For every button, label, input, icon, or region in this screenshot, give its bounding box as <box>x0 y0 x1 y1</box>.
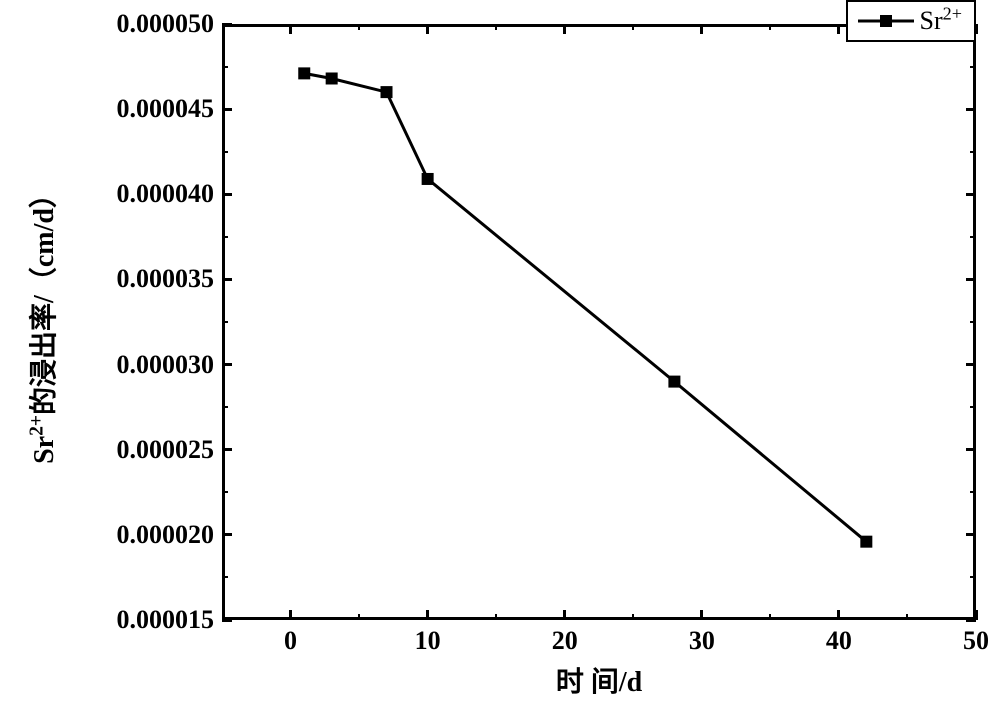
x-tick-label: 10 <box>415 626 441 656</box>
figure: 时 间/d Sr2+的浸出率/（cm/d） Sr2+ 0 10 20 30 40 50 0.… <box>0 0 1000 702</box>
x-tick-label: 50 <box>963 626 989 656</box>
x-tick-label: 0 <box>284 626 297 656</box>
x-axis-label: 时 间/d <box>556 660 642 700</box>
series-marker <box>298 67 310 79</box>
legend: Sr2+ <box>846 0 976 42</box>
series-marker <box>381 86 393 98</box>
legend-sample <box>858 9 914 33</box>
series-marker <box>860 536 872 548</box>
y-tick-label: 0.000035 <box>117 264 215 294</box>
y-axis-label: Sr2+的浸出率/（cm/d） <box>22 180 62 464</box>
series-marker <box>668 376 680 388</box>
y-tick-label: 0.000015 <box>117 605 215 635</box>
series-marker <box>422 173 434 185</box>
y-tick-label: 0.000045 <box>117 94 215 124</box>
y-tick-label: 0.000020 <box>117 520 215 550</box>
y-tick-label: 0.000030 <box>117 350 215 380</box>
data-layer <box>222 24 976 620</box>
x-tick-label: 40 <box>826 626 852 656</box>
series-marker <box>326 72 338 84</box>
x-tick-label: 20 <box>552 626 578 656</box>
y-tick-label: 0.000050 <box>117 9 215 39</box>
plot-area <box>222 24 976 620</box>
legend-label: Sr2+ <box>920 6 962 36</box>
legend-square-marker <box>880 15 892 27</box>
series-line <box>304 73 866 541</box>
x-tick-label: 30 <box>689 626 715 656</box>
y-tick-label: 0.000040 <box>117 179 215 209</box>
y-tick-label: 0.000025 <box>117 435 215 465</box>
